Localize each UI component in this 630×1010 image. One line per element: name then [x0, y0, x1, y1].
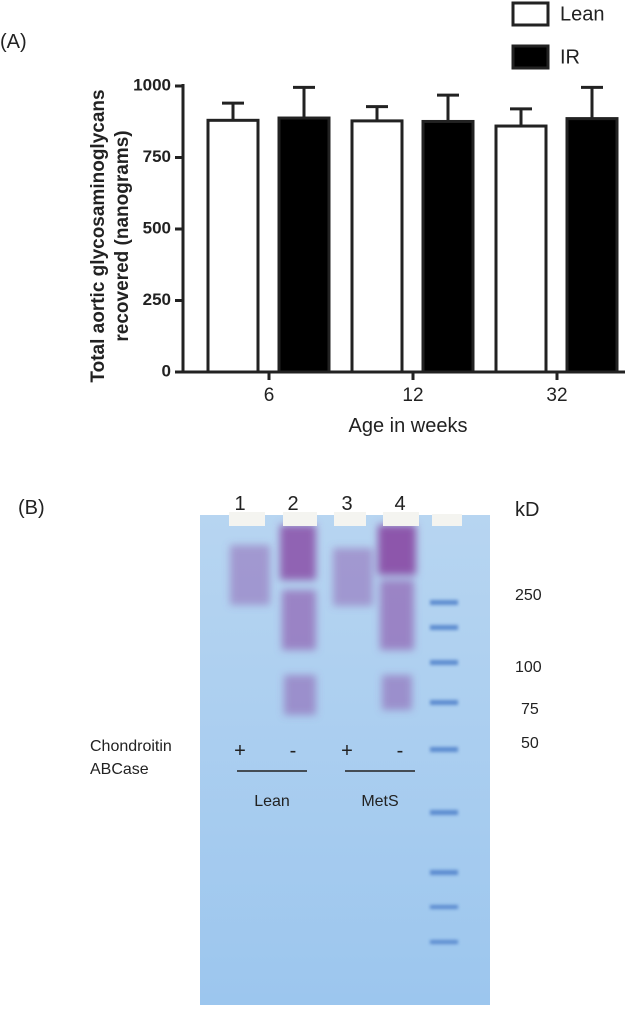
treatment-label: Chondroitin [90, 738, 172, 755]
y-axis-label: recovered (nanograms) [112, 130, 133, 341]
bar [206, 118, 260, 374]
gel-image [200, 512, 490, 1005]
group-label: MetS [361, 793, 398, 810]
y-tick-label: 500 [143, 218, 171, 237]
error-bar [222, 101, 244, 121]
y-tick-label: 1000 [133, 75, 171, 94]
marker-label: 50 [521, 735, 539, 752]
bar [421, 119, 475, 374]
y-tick-label: 0 [162, 361, 171, 380]
marker-label: 100 [515, 659, 542, 676]
error-bar [581, 85, 603, 119]
unit-label: kD [515, 499, 539, 521]
lane-label: 4 [394, 493, 405, 515]
bar [565, 117, 619, 374]
treatment-sign: + [341, 740, 353, 762]
lane-label: 1 [234, 493, 245, 515]
legend-label: Lean [560, 3, 605, 25]
bar [494, 124, 548, 374]
legend-swatch [511, 1, 550, 27]
lane-label: 2 [287, 493, 298, 515]
error-bar [293, 85, 315, 119]
legend-swatch [511, 44, 550, 70]
error-bar [510, 107, 532, 127]
treatment-label: ABCase [90, 761, 149, 778]
treatment-sign: - [290, 740, 297, 762]
x-tick-label: 6 [264, 385, 275, 406]
bar [277, 116, 331, 374]
x-tick-label: 32 [546, 385, 567, 406]
marker-label: 75 [521, 701, 539, 718]
marker-label: 250 [515, 587, 542, 604]
treatment-sign: + [234, 740, 246, 762]
error-bar [366, 105, 388, 121]
group-label: Lean [254, 793, 290, 810]
legend-label: IR [560, 46, 580, 68]
panel-label: (A) [0, 31, 27, 53]
error-bar [437, 93, 459, 122]
bar [350, 119, 404, 374]
y-tick-label: 250 [143, 290, 171, 309]
y-tick-label: 750 [143, 147, 171, 166]
y-axis-label: Total aortic glycosaminoglycans [88, 89, 109, 382]
treatment-sign: - [397, 740, 404, 762]
panel-label: (B) [18, 497, 45, 519]
lane-label: 3 [341, 493, 352, 515]
x-tick-label: 12 [402, 385, 423, 406]
x-axis-label: Age in weeks [349, 415, 468, 437]
